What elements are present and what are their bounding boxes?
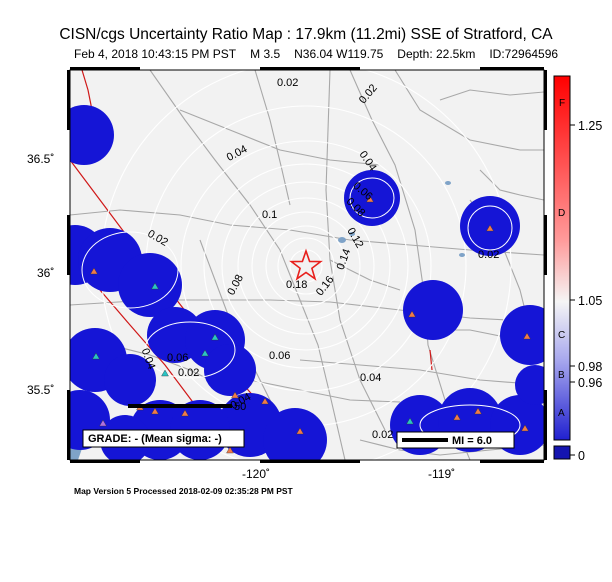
- axis-labels: -120˚ -119˚ 36.5˚ 36˚ 35.5˚: [27, 152, 455, 481]
- contour-label: 0.02: [372, 429, 393, 441]
- colorbar-ticks: [570, 124, 575, 456]
- colorbar-values: 1.25 1.05 0.98 0.96 0: [578, 119, 602, 463]
- event-location: N36.04 W119.75: [294, 47, 384, 61]
- colorbar-letter: A: [558, 408, 565, 419]
- latitude-label: 36.5˚: [27, 152, 54, 166]
- colorbar: [553, 75, 571, 441]
- contour-label: 0.02: [478, 249, 499, 261]
- grade-text: GRADE: - (Mean sigma: -): [88, 433, 222, 445]
- colorbar-letter: F: [559, 98, 565, 109]
- contour-label: 0.06: [167, 352, 188, 364]
- contour-label: 0.18: [286, 279, 307, 291]
- colorbar-value: 0: [578, 449, 585, 463]
- latitude-label: 36˚: [37, 266, 54, 280]
- colorbar-value: 0.96: [578, 376, 602, 390]
- contour-label: 0.02: [178, 367, 199, 379]
- event-info: Feb 4, 2018 10:43:15 PM PST M 3.5 N36.04…: [74, 47, 558, 61]
- contour-label: 0.02: [277, 77, 298, 89]
- blob-contours: [81, 177, 521, 446]
- mi-text: MI = 6.0: [452, 435, 492, 447]
- colorbar-letter: B: [558, 370, 565, 381]
- scale-bar: [128, 404, 232, 408]
- lakes: [338, 181, 465, 257]
- colorbar-letter: C: [558, 330, 565, 341]
- mi-box: [396, 431, 515, 449]
- map-version-footer: Map Version 5 Processed 2018-02-09 02:35…: [74, 486, 293, 496]
- longitude-label: -120˚: [242, 467, 270, 481]
- latitude-label: 35.5˚: [27, 383, 54, 397]
- event-id: ID:72964596: [489, 47, 559, 61]
- grade-box: [82, 429, 245, 448]
- map-border-ticks: [67, 67, 547, 463]
- event-date: Feb 4, 2018 10:43:15 PM PST: [74, 47, 237, 61]
- epicenter-star-icon: [289, 248, 323, 281]
- mi-bar: [402, 438, 448, 442]
- colorbar-value: 1.05: [578, 294, 602, 308]
- colorbar-letter: D: [558, 208, 565, 219]
- colorbar-value: 1.25: [578, 119, 602, 133]
- uncertainty-contours: [100, 70, 512, 460]
- event-depth: Depth: 22.5km: [397, 47, 476, 61]
- colorbar-letters: F D C B A: [558, 98, 565, 419]
- colorbar-min-swatch: [553, 445, 571, 460]
- contour-label: 0.06: [269, 350, 290, 362]
- scale-bar-label: 50: [234, 401, 246, 413]
- map-title: CISN/cgs Uncertainty Ratio Map : 17.9km …: [59, 26, 553, 43]
- colorbar-value: 0.98: [578, 360, 602, 374]
- contour-label: 0.04: [360, 372, 381, 384]
- contour-label: 0.1: [262, 209, 277, 221]
- event-magnitude: M 3.5: [250, 47, 281, 61]
- longitude-label: -119˚: [428, 467, 455, 481]
